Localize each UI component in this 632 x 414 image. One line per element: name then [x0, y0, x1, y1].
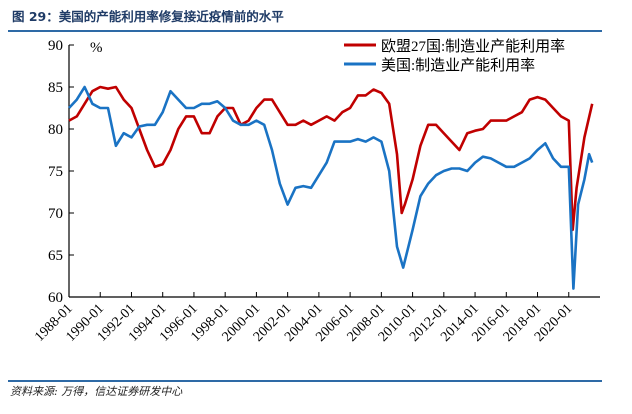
- legend-label: 欧盟27国:制造业产能利用率: [381, 38, 565, 55]
- y-tick-label: 85: [48, 80, 63, 96]
- series-line-us: [68, 85, 594, 290]
- bottom-rule: [8, 380, 602, 382]
- y-tick-label: 90: [48, 38, 63, 54]
- legend-label: 美国:制造业产能利用率: [381, 57, 535, 74]
- figure-title: 图 29：美国的产能利用率修复接近疫情前的水平: [12, 9, 284, 24]
- y-axis-unit: %: [90, 40, 103, 56]
- y-tick-label: 65: [48, 248, 63, 264]
- source-note: 资料来源: 万得，信达证券研发中心: [10, 385, 183, 398]
- series-line-eu27: [68, 85, 594, 232]
- y-tick-label: 75: [48, 164, 63, 180]
- top-rule: [8, 30, 602, 32]
- y-tick-label: 60: [48, 290, 63, 306]
- y-tick-label: 80: [48, 122, 63, 138]
- y-tick-label: 70: [48, 206, 63, 222]
